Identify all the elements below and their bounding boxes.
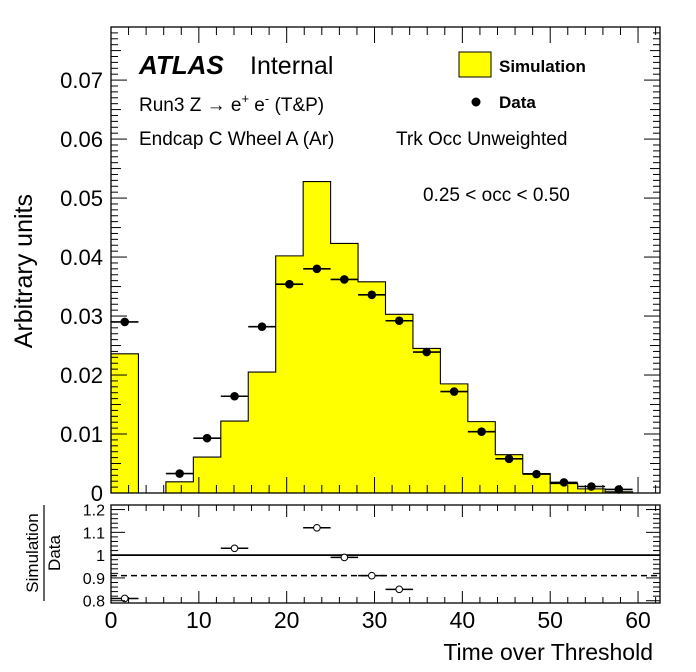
y-tick-label: 0.05	[60, 186, 103, 211]
ratio-y-tick-label: 1.2	[83, 503, 105, 520]
data-point	[385, 316, 413, 326]
data-point-marker	[230, 391, 239, 401]
data-point	[303, 264, 331, 274]
data-point	[550, 478, 578, 487]
data-point-marker	[312, 264, 322, 274]
ratio-y-tick-label: 0.8	[83, 594, 105, 611]
x-tick-label: 60	[625, 607, 651, 633]
data-point	[577, 482, 606, 491]
ratio-point-marker	[340, 553, 349, 562]
data-point-marker	[394, 316, 404, 326]
region-label: Endcap C Wheel A (Ar)	[139, 129, 334, 150]
y-tick-label: 0.04	[60, 245, 103, 270]
simulation-fill	[111, 181, 660, 494]
ratio-y-tick-label: 1	[96, 548, 105, 565]
data-point-marker	[532, 469, 541, 479]
data-point-marker	[202, 433, 212, 443]
data-point-marker	[559, 478, 569, 487]
atlas-logo-text: ATLAS	[138, 50, 224, 80]
data-point-marker	[120, 317, 130, 327]
ratio-point-marker	[313, 523, 321, 532]
legend: Simulation Data	[458, 51, 586, 112]
ratio-points	[111, 523, 413, 603]
y-tick-labels: 0 0.01 0.02 0.03 0.04 0.05 0.06 0.07	[60, 68, 103, 506]
ratio-point-marker	[120, 594, 129, 603]
legend-simulation-swatch	[458, 51, 492, 78]
weighting-label: Trk Occ Unweighted	[396, 129, 567, 150]
ratio-panel-frame	[110, 504, 661, 604]
ratio-point	[111, 594, 139, 603]
data-point-marker	[587, 482, 596, 491]
ratio-point-marker	[395, 585, 404, 594]
legend-data-label: Data	[499, 93, 536, 112]
data-point	[330, 275, 359, 284]
main-axis-ticks	[110, 27, 660, 494]
x-tick-label: 10	[186, 607, 212, 633]
data-point-marker	[367, 290, 377, 300]
ratio-y-axis-label: Simulation Data	[23, 505, 64, 601]
y-tick-label: 0	[91, 481, 103, 506]
x-tick-labels: 0 10 20 30 40 50 60	[105, 607, 651, 633]
data-point	[495, 454, 523, 464]
data-point-marker	[614, 485, 624, 494]
data-point	[193, 433, 221, 443]
y-tick-label: 0.01	[60, 422, 103, 447]
simulation-histogram	[110, 180, 660, 494]
data-point-marker	[449, 387, 459, 396]
data-points	[111, 264, 633, 494]
data-point	[522, 469, 551, 479]
legend-data-marker	[471, 97, 481, 107]
data-point-marker	[285, 279, 294, 289]
x-tick-label: 20	[274, 607, 300, 633]
ratio-point	[330, 553, 359, 562]
data-point-marker	[257, 322, 267, 331]
ratio-label-numerator: Simulation	[23, 513, 42, 592]
y-tick-label: 0.07	[60, 68, 103, 93]
ratio-label-denominator: Data	[45, 535, 64, 571]
y-tick-label: 0.02	[60, 363, 103, 388]
data-point	[412, 347, 441, 357]
x-tick-label: 50	[537, 607, 563, 633]
data-point	[358, 290, 386, 300]
occupancy-label: 0.25 < occ < 0.50	[423, 185, 570, 206]
data-point-marker	[340, 275, 349, 284]
ratio-point	[303, 523, 331, 532]
ratio-point-marker	[230, 544, 239, 553]
data-point-marker	[477, 427, 486, 436]
data-point	[165, 469, 194, 478]
data-point	[605, 485, 633, 494]
y-tick-label: 0.03	[60, 304, 103, 329]
ratio-point-marker	[367, 571, 376, 580]
ratio-axis-ticks	[110, 504, 660, 603]
data-point	[248, 322, 276, 331]
data-point-marker	[504, 454, 514, 464]
process-label: Run3 Z → e+ e- (T&P)	[139, 91, 324, 116]
legend-simulation-label: Simulation	[499, 57, 586, 76]
ratio-point	[358, 571, 386, 580]
y-axis-label: Arbitrary units	[10, 194, 38, 348]
data-point-marker	[422, 347, 431, 357]
ratio-point	[220, 544, 249, 553]
x-axis-label: Time over Threshold	[443, 639, 653, 665]
x-tick-label: 40	[450, 607, 476, 633]
ratio-y-tick-label: 0.9	[83, 571, 105, 588]
data-point	[440, 387, 468, 396]
atlas-label: ATLAS Internal	[138, 50, 333, 80]
ratio-y-tick-label: 1.1	[83, 525, 105, 542]
simulation-outline	[110, 180, 660, 494]
y-tick-label: 0.06	[60, 127, 103, 152]
data-point-marker	[175, 469, 184, 478]
ratio-point	[385, 585, 413, 594]
x-tick-label: 0	[105, 607, 118, 633]
data-point	[220, 391, 249, 401]
x-tick-label: 30	[362, 607, 388, 633]
data-point	[467, 427, 496, 436]
data-point	[275, 279, 304, 289]
ratio-y-tick-labels: 0.8 0.9 1 1.1 1.2	[83, 503, 105, 611]
internal-text: Internal	[250, 52, 333, 80]
main-panel-frame	[110, 26, 661, 494]
